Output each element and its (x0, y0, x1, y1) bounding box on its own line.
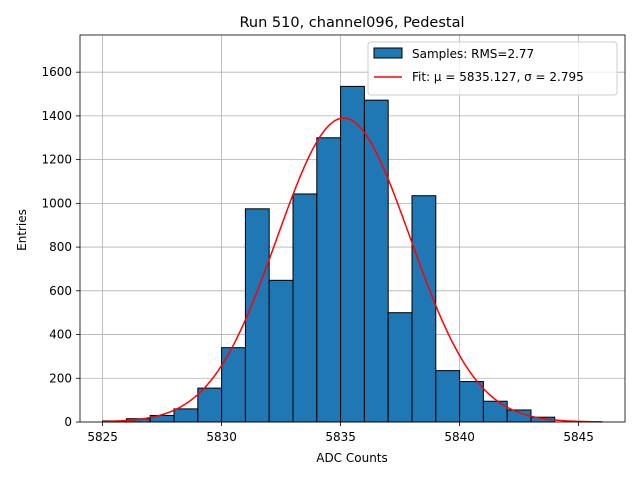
legend-label-fit: Fit: μ = 5835.127, σ = 2.795 (412, 70, 584, 84)
x-tick-label-0: 5825 (87, 430, 118, 444)
y-tick-label-3: 600 (49, 284, 72, 298)
y-tick-label-5: 1000 (41, 196, 72, 210)
histogram-bar (435, 370, 461, 423)
legend-box (367, 41, 618, 96)
y-tick-label-0: 0 (64, 415, 72, 429)
histogram-bar (411, 195, 437, 423)
legend-label-samples: Samples: RMS=2.77 (412, 47, 534, 61)
x-axis-ticks: 5825 5830 5835 5840 5845 (87, 422, 594, 444)
histogram-bar (387, 312, 413, 423)
y-tick-label-2: 400 (49, 328, 72, 342)
gaussian-fit-curve (102, 117, 603, 423)
x-tick-label-3: 5840 (444, 430, 475, 444)
histogram-bar (244, 208, 270, 423)
y-tick-label-8: 1600 (41, 65, 72, 79)
legend-swatch-samples (373, 47, 403, 59)
histogram-bar (363, 99, 389, 423)
plot-frame (79, 34, 626, 423)
histogram-bar (268, 279, 294, 423)
histogram-bar (316, 137, 342, 423)
y-tick-label-6: 1200 (41, 153, 72, 167)
y-axis-label: Entries (15, 209, 29, 251)
x-tick-label-4: 5845 (563, 430, 594, 444)
y-tick-label-1: 200 (49, 371, 72, 385)
histogram-bar (173, 408, 199, 423)
x-tick-label-1: 5830 (206, 430, 237, 444)
y-axis-ticks: 0 200 400 600 800 1000 1200 1400 1600 (41, 65, 80, 429)
histogram-bar (197, 387, 223, 423)
histogram-bar (340, 85, 365, 423)
histogram-bars (102, 85, 556, 423)
y-tick-label-7: 1400 (41, 109, 72, 123)
y-tick-label-4: 800 (49, 240, 72, 254)
histogram-bar (292, 193, 318, 423)
histogram-bar (459, 381, 484, 423)
x-axis-label: ADC Counts (316, 451, 388, 465)
legend: Samples: RMS=2.77 Fit: μ = 5835.127, σ =… (367, 41, 618, 96)
chart-title: Run 510, channel096, Pedestal (239, 15, 464, 31)
x-tick-label-2: 5835 (325, 430, 356, 444)
